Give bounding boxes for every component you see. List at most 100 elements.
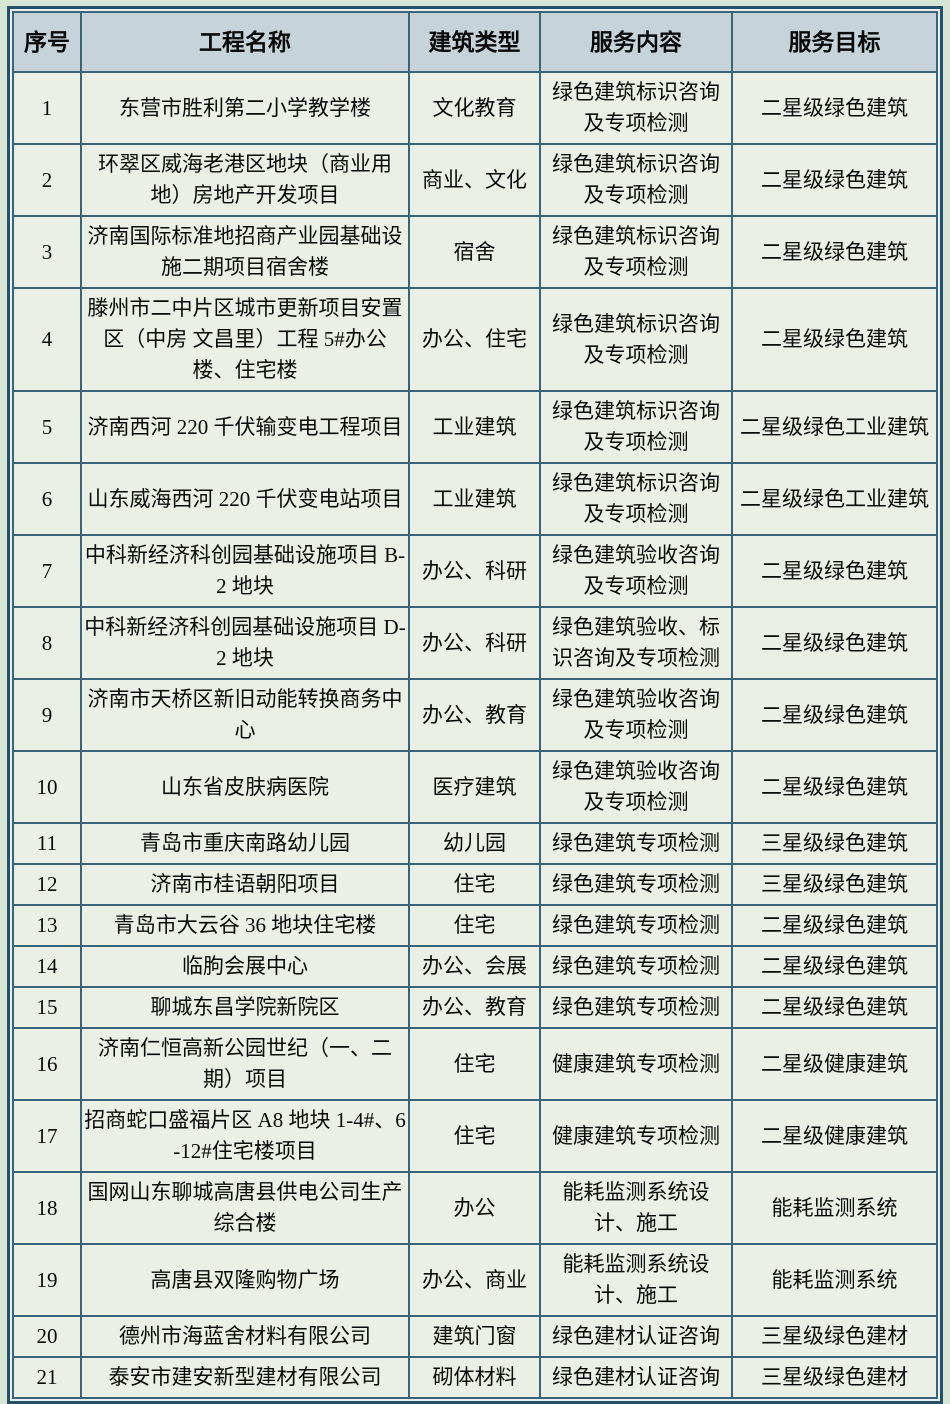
cell-building-type: 工业建筑 bbox=[408, 390, 541, 464]
table-row: 3 济南国际标准地招商产业园基础设施二期项目宿舍楼 宿舍 绿色建筑标识咨询及专项… bbox=[12, 215, 938, 289]
cell-service-target: 三星级绿色建材 bbox=[731, 1315, 938, 1358]
cell-service-content: 绿色建筑专项检测 bbox=[539, 822, 733, 865]
cell-project-name: 招商蛇口盛福片区 A8 地块 1-4#、6-12#住宅楼项目 bbox=[80, 1099, 410, 1173]
cell-service-target: 二星级健康建筑 bbox=[731, 1099, 938, 1173]
cell-no: 9 bbox=[12, 678, 82, 752]
cell-no: 11 bbox=[12, 822, 82, 865]
cell-service-target: 二星级绿色工业建筑 bbox=[731, 390, 938, 464]
cell-service-content: 能耗监测系统设计、施工 bbox=[539, 1171, 733, 1245]
document-page: { "theme": { "page_bg": "#d6e5d4", "head… bbox=[7, 6, 943, 1404]
cell-service-target: 二星级绿色建筑 bbox=[731, 986, 938, 1029]
cell-no: 21 bbox=[12, 1356, 82, 1399]
table-row: 21 泰安市建安新型建材有限公司 砌体材料 绿色建材认证咨询 三星级绿色建材 bbox=[12, 1356, 938, 1399]
cell-project-name: 中科新经济科创园基础设施项目 B-2 地块 bbox=[80, 534, 410, 608]
table-row: 9 济南市天桥区新旧动能转换商务中心 办公、教育 绿色建筑验收咨询及专项检测 二… bbox=[12, 678, 938, 752]
table-row: 10 山东省皮肤病医院 医疗建筑 绿色建筑验收咨询及专项检测 二星级绿色建筑 bbox=[12, 750, 938, 824]
table-row: 6 山东威海西河 220 千伏变电站项目 工业建筑 绿色建筑标识咨询及专项检测 … bbox=[12, 462, 938, 536]
cell-no: 7 bbox=[12, 534, 82, 608]
cell-service-content: 绿色建筑验收咨询及专项检测 bbox=[539, 678, 733, 752]
cell-building-type: 文化教育 bbox=[408, 71, 541, 145]
cell-project-name: 高唐县双隆购物广场 bbox=[80, 1243, 410, 1317]
cell-service-target: 能耗监测系统 bbox=[731, 1171, 938, 1245]
cell-building-type: 办公、教育 bbox=[408, 986, 541, 1029]
header-no: 序号 bbox=[12, 11, 82, 73]
cell-no: 4 bbox=[12, 287, 82, 392]
cell-service-content: 健康建筑专项检测 bbox=[539, 1099, 733, 1173]
cell-service-target: 二星级绿色建筑 bbox=[731, 71, 938, 145]
cell-service-target: 二星级绿色建筑 bbox=[731, 287, 938, 392]
cell-building-type: 宿舍 bbox=[408, 215, 541, 289]
cell-no: 13 bbox=[12, 904, 82, 947]
cell-project-name: 济南西河 220 千伏输变电工程项目 bbox=[80, 390, 410, 464]
cell-project-name: 青岛市重庆南路幼儿园 bbox=[80, 822, 410, 865]
cell-service-content: 绿色建筑标识咨询及专项检测 bbox=[539, 462, 733, 536]
cell-service-content: 绿色建筑专项检测 bbox=[539, 863, 733, 906]
cell-project-name: 济南国际标准地招商产业园基础设施二期项目宿舍楼 bbox=[80, 215, 410, 289]
cell-project-name: 聊城东昌学院新院区 bbox=[80, 986, 410, 1029]
cell-project-name: 山东威海西河 220 千伏变电站项目 bbox=[80, 462, 410, 536]
cell-project-name: 国网山东聊城高唐县供电公司生产综合楼 bbox=[80, 1171, 410, 1245]
cell-no: 12 bbox=[12, 863, 82, 906]
cell-building-type: 办公、会展 bbox=[408, 945, 541, 988]
cell-building-type: 住宅 bbox=[408, 863, 541, 906]
cell-project-name: 中科新经济科创园基础设施项目 D-2 地块 bbox=[80, 606, 410, 680]
cell-service-target: 二星级绿色建筑 bbox=[731, 215, 938, 289]
cell-service-content: 绿色建筑验收、标识咨询及专项检测 bbox=[539, 606, 733, 680]
table-row: 13 青岛市大云谷 36 地块住宅楼 住宅 绿色建筑专项检测 二星级绿色建筑 bbox=[12, 904, 938, 947]
cell-service-content: 绿色建筑专项检测 bbox=[539, 945, 733, 988]
cell-project-name: 临朐会展中心 bbox=[80, 945, 410, 988]
cell-service-target: 二星级绿色建筑 bbox=[731, 904, 938, 947]
header-service: 服务内容 bbox=[539, 11, 733, 73]
cell-no: 15 bbox=[12, 986, 82, 1029]
cell-service-content: 绿色建筑专项检测 bbox=[539, 904, 733, 947]
cell-building-type: 办公 bbox=[408, 1171, 541, 1245]
cell-service-content: 绿色建材认证咨询 bbox=[539, 1315, 733, 1358]
cell-no: 5 bbox=[12, 390, 82, 464]
cell-building-type: 住宅 bbox=[408, 904, 541, 947]
table-row: 1 东营市胜利第二小学教学楼 文化教育 绿色建筑标识咨询及专项检测 二星级绿色建… bbox=[12, 71, 938, 145]
cell-service-target: 二星级绿色建筑 bbox=[731, 143, 938, 217]
table-row: 8 中科新经济科创园基础设施项目 D-2 地块 办公、科研 绿色建筑验收、标识咨… bbox=[12, 606, 938, 680]
cell-service-content: 绿色建筑标识咨询及专项检测 bbox=[539, 215, 733, 289]
table-row: 16 济南仁恒高新公园世纪（一、二期）项目 住宅 健康建筑专项检测 二星级健康建… bbox=[12, 1027, 938, 1101]
cell-service-target: 二星级健康建筑 bbox=[731, 1027, 938, 1101]
table-row: 11 青岛市重庆南路幼儿园 幼儿园 绿色建筑专项检测 三星级绿色建筑 bbox=[12, 822, 938, 865]
cell-service-target: 能耗监测系统 bbox=[731, 1243, 938, 1317]
cell-no: 6 bbox=[12, 462, 82, 536]
table-row: 5 济南西河 220 千伏输变电工程项目 工业建筑 绿色建筑标识咨询及专项检测 … bbox=[12, 390, 938, 464]
table-row: 19 高唐县双隆购物广场 办公、商业 能耗监测系统设计、施工 能耗监测系统 bbox=[12, 1243, 938, 1317]
cell-building-type: 住宅 bbox=[408, 1099, 541, 1173]
cell-service-target: 三星级绿色建材 bbox=[731, 1356, 938, 1399]
cell-project-name: 山东省皮肤病医院 bbox=[80, 750, 410, 824]
cell-service-content: 绿色建材认证咨询 bbox=[539, 1356, 733, 1399]
table-row: 20 德州市海蓝舍材料有限公司 建筑门窗 绿色建材认证咨询 三星级绿色建材 bbox=[12, 1315, 938, 1358]
table-row: 15 聊城东昌学院新院区 办公、教育 绿色建筑专项检测 二星级绿色建筑 bbox=[12, 986, 938, 1029]
cell-service-target: 三星级绿色建筑 bbox=[731, 822, 938, 865]
cell-project-name: 青岛市大云谷 36 地块住宅楼 bbox=[80, 904, 410, 947]
cell-service-content: 能耗监测系统设计、施工 bbox=[539, 1243, 733, 1317]
table-header: 序号 工程名称 建筑类型 服务内容 服务目标 bbox=[12, 11, 938, 73]
header-row: 序号 工程名称 建筑类型 服务内容 服务目标 bbox=[12, 11, 938, 73]
table-row: 14 临朐会展中心 办公、会展 绿色建筑专项检测 二星级绿色建筑 bbox=[12, 945, 938, 988]
cell-project-name: 济南仁恒高新公园世纪（一、二期）项目 bbox=[80, 1027, 410, 1101]
header-name: 工程名称 bbox=[80, 11, 410, 73]
table-row: 7 中科新经济科创园基础设施项目 B-2 地块 办公、科研 绿色建筑验收咨询及专… bbox=[12, 534, 938, 608]
cell-service-content: 绿色建筑验收咨询及专项检测 bbox=[539, 750, 733, 824]
cell-building-type: 商业、文化 bbox=[408, 143, 541, 217]
cell-no: 8 bbox=[12, 606, 82, 680]
cell-service-target: 三星级绿色建筑 bbox=[731, 863, 938, 906]
cell-building-type: 住宅 bbox=[408, 1027, 541, 1101]
cell-building-type: 幼儿园 bbox=[408, 822, 541, 865]
cell-service-target: 二星级绿色建筑 bbox=[731, 945, 938, 988]
cell-building-type: 办公、科研 bbox=[408, 534, 541, 608]
cell-service-target: 二星级绿色建筑 bbox=[731, 678, 938, 752]
cell-building-type: 办公、教育 bbox=[408, 678, 541, 752]
cell-project-name: 济南市天桥区新旧动能转换商务中心 bbox=[80, 678, 410, 752]
cell-no: 17 bbox=[12, 1099, 82, 1173]
cell-building-type: 砌体材料 bbox=[408, 1356, 541, 1399]
cell-project-name: 济南市桂语朝阳项目 bbox=[80, 863, 410, 906]
header-type: 建筑类型 bbox=[408, 11, 541, 73]
cell-no: 10 bbox=[12, 750, 82, 824]
cell-service-content: 健康建筑专项检测 bbox=[539, 1027, 733, 1101]
cell-project-name: 泰安市建安新型建材有限公司 bbox=[80, 1356, 410, 1399]
